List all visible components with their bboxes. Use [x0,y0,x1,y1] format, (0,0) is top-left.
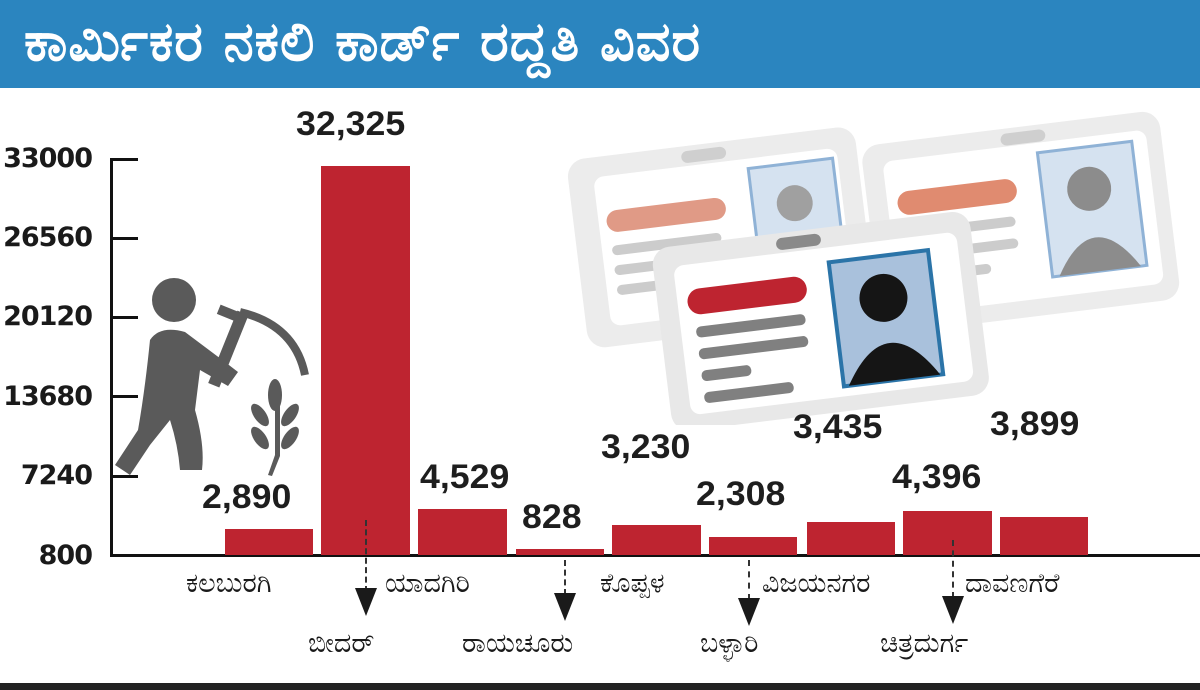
value-label: 2,890 [202,478,292,516]
bar-koppal [612,525,701,555]
y-tick-label: 800 [38,540,93,571]
bar-chitradurga [903,511,992,555]
category-label: ಬೀದರ್ [308,628,375,659]
y-axis [110,158,113,556]
value-label: 2,308 [696,475,786,513]
bar-bidar [321,166,410,555]
category-label: ದಾವಣಗೆರೆ [965,568,1060,599]
bar-raichur [516,549,604,555]
y-tick-label: 33000 [3,143,93,174]
bar-ballari [709,537,797,555]
chart-title: ಕಾರ್ಮಿಕರ ನಕಲಿ ಕಾರ್ಡ್ ರದ್ದತಿ ವಿವರ [24,10,702,73]
footer-rule [0,683,1200,690]
header-banner: ಕಾರ್ಮಿಕರ ನಕಲಿ ಕಾರ್ಡ್ ರದ್ದತಿ ವಿವರ [0,0,1200,88]
category-label: ಚಿತ್ರದುರ್ಗ [880,628,969,659]
category-label: ಬಳ್ಳಾರಿ [700,628,759,659]
y-tick [110,158,138,161]
category-label: ರಾಯಚೂರು [462,628,574,659]
x-axis [110,554,1200,557]
value-label: 3,230 [601,428,691,466]
category-label: ಯಾದಗಿರಿ [385,568,470,599]
bar-kalaburagi [225,529,313,555]
value-label: 4,396 [892,458,982,496]
id-cards-icon [567,111,1180,425]
category-label: ವಿಜಯನಗರ [762,568,871,599]
y-tick [110,316,138,319]
value-label: 4,529 [420,458,510,496]
bar-davanagere [1000,517,1088,555]
y-tick-label: 7240 [20,460,93,491]
y-tick-label: 26560 [3,222,93,253]
bar-vijayanagara [807,522,895,555]
value-label: 3,435 [793,408,883,446]
y-tick-label: 20120 [3,301,93,332]
y-tick-label: 13680 [3,381,93,412]
bar-yadgir [418,509,507,555]
y-tick [110,237,138,240]
category-label: ಕಲಬುರಗಿ [186,568,272,599]
value-label: 828 [522,498,582,536]
y-tick [110,395,138,398]
category-label: ಕೊಪ್ಪಳ [600,568,665,599]
y-tick [110,475,138,478]
value-label: 32,325 [296,105,406,143]
value-label: 3,899 [990,405,1080,443]
farm-worker-icon [115,278,309,476]
